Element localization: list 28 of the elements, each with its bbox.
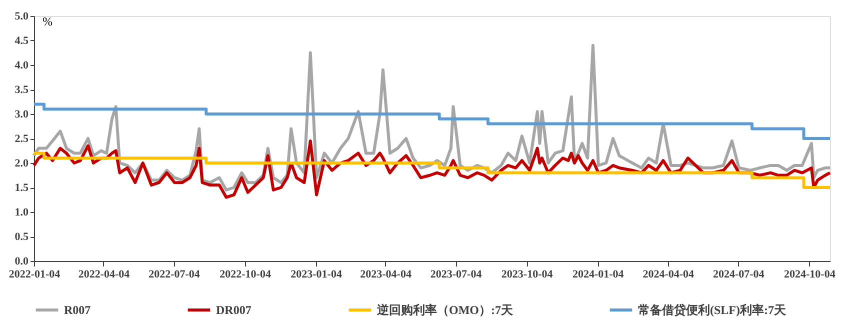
x-tick-label: 2022-01-04 <box>8 268 61 280</box>
y-tick-label: 0.0 <box>14 256 29 268</box>
legend-label: 逆回购利率（OMO）:7天 <box>376 303 514 317</box>
x-tick-label: 2023-10-04 <box>501 268 554 280</box>
legend-label: R007 <box>64 303 91 317</box>
y-tick-label: 3.5 <box>14 84 29 96</box>
y-tick-label: 3.0 <box>14 108 29 120</box>
y-tick-label: 4.5 <box>14 35 29 47</box>
y-tick-label: 2.0 <box>14 158 29 170</box>
x-tick-label: 2023-01-04 <box>290 268 342 280</box>
x-tick-label: 2022-10-04 <box>220 268 272 280</box>
x-tick-label: 2024-01-04 <box>572 268 624 280</box>
x-tick-label: 2024-04-04 <box>642 268 695 280</box>
x-tick-label: 2023-07-04 <box>430 268 482 280</box>
x-tick-label: 2022-04-04 <box>78 268 130 280</box>
x-tick-label: 2024-10-04 <box>784 268 836 280</box>
y-tick-label: 1.5 <box>14 182 29 194</box>
x-tick-label: 2022-07-04 <box>148 268 200 280</box>
x-tick-label: 2023-04-04 <box>360 268 412 280</box>
y-tick-label: 4.0 <box>14 60 29 72</box>
y-tick-label: 5.0 <box>14 10 29 22</box>
legend-label: DR007 <box>216 303 252 317</box>
x-tick-label: 2024-07-04 <box>712 268 765 280</box>
legend-label: 常备借贷便利(SLF)利率:7天 <box>638 303 787 317</box>
y-tick-label: 1.0 <box>14 206 29 218</box>
y-axis-title: % <box>42 14 52 28</box>
y-tick-label: 2.5 <box>14 133 29 145</box>
y-tick-label: 0.5 <box>14 231 29 243</box>
